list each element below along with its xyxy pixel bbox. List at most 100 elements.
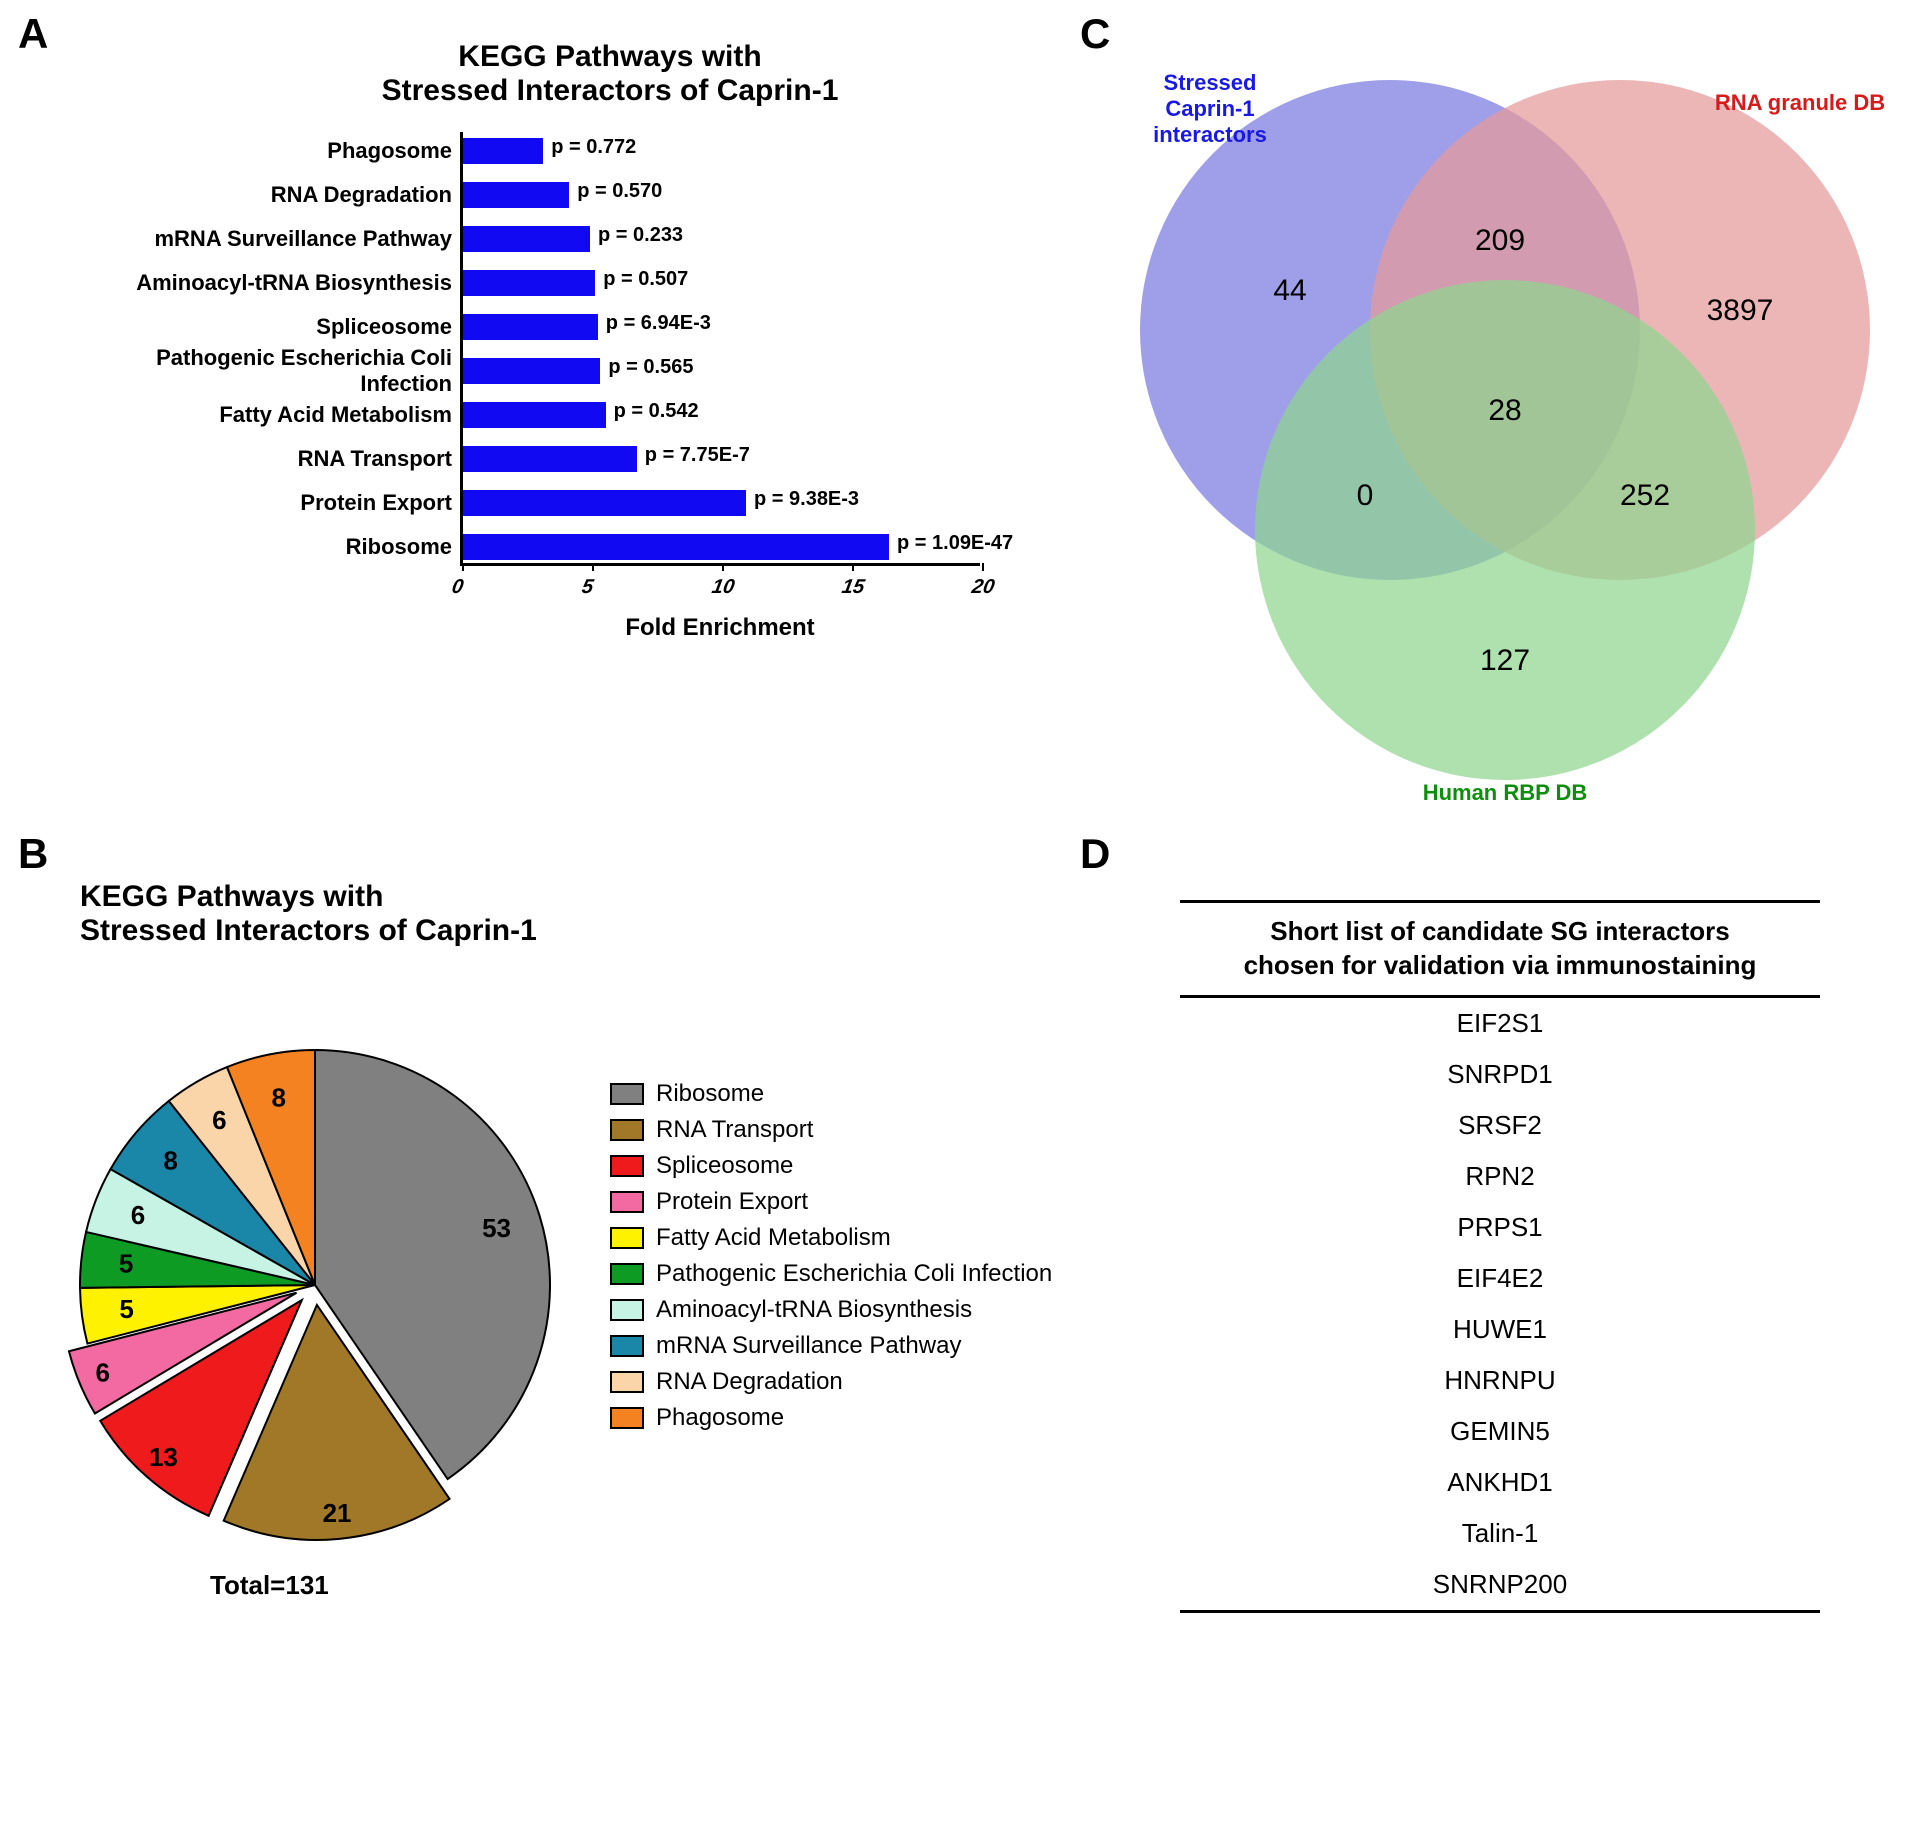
A-x-tick: 20: [970, 576, 996, 599]
A-p-value: p = 1.09E-47: [897, 532, 1013, 555]
A-bar: [460, 314, 598, 340]
C-num-Bonly: 3897: [1707, 294, 1774, 327]
B-slice-value: 6: [212, 1105, 226, 1135]
B-legend-swatch: [610, 1119, 644, 1141]
A-bar-chart: Phagosome p = 0.772 RNA Degradation p = 0.5…: [60, 132, 1040, 566]
B-legend-label: RNA Degradation: [656, 1368, 843, 1396]
C-num-AC: 0: [1357, 479, 1374, 512]
A-bar-row: mRNA Surveillance Pathway p = 0.233: [60, 220, 1040, 258]
C-label-C: Human RBP DB: [1423, 780, 1588, 805]
B-legend-item: Pathogenic Escherichia Coli Infection: [610, 1260, 1052, 1288]
D-row: SRSF2: [1180, 1100, 1820, 1151]
A-p-value: p = 7.75E-7: [645, 444, 750, 467]
B-legend-swatch: [610, 1227, 644, 1249]
C-num-AB: 209: [1475, 224, 1525, 257]
panel-C: StressedCaprin-1interactors RNA granule D…: [1100, 30, 1900, 810]
C-venn-svg: StressedCaprin-1interactors RNA granule D…: [1100, 30, 1900, 810]
A-bar-row: RNA Degradation p = 0.570: [60, 176, 1040, 214]
A-category-label: Fatty Acid Metabolism: [60, 402, 460, 428]
B-legend-item: Fatty Acid Metabolism: [610, 1224, 1052, 1252]
B-legend-swatch: [610, 1191, 644, 1213]
B-legend-swatch: [610, 1371, 644, 1393]
B-legend-swatch: [610, 1299, 644, 1321]
D-row: PRPS1: [1180, 1202, 1820, 1253]
A-title-1: KEGG Pathways with: [180, 40, 1040, 74]
panel-B: KEGG Pathways with Stressed Interactors …: [80, 880, 1060, 948]
D-row: GEMIN5: [1180, 1406, 1820, 1457]
A-category-label: Protein Export: [60, 490, 460, 516]
B-legend-item: Spliceosome: [610, 1152, 1052, 1180]
B-legend-item: mRNA Surveillance Pathway: [610, 1332, 1052, 1360]
D-row: EIF2S1: [1180, 998, 1820, 1049]
A-category-label: Aminoacyl-tRNA Biosynthesis: [60, 270, 460, 296]
A-p-value: p = 0.565: [608, 356, 693, 379]
B-legend-item: Aminoacyl-tRNA Biosynthesis: [610, 1296, 1052, 1324]
B-title-1: KEGG Pathways with: [80, 880, 1060, 914]
B-title-2: Stressed Interactors of Caprin-1: [80, 914, 1060, 948]
B-pie-svg: 5321136556868: [50, 1000, 580, 1560]
A-p-value: p = 0.233: [598, 224, 683, 247]
C-set-C: [1255, 280, 1755, 780]
B-slice-value: 13: [149, 1442, 178, 1472]
A-category-label: mRNA Surveillance Pathway: [60, 226, 460, 252]
A-bar: [460, 402, 606, 428]
A-bar: [460, 490, 746, 516]
B-legend-label: Ribosome: [656, 1080, 764, 1108]
A-category-label: Phagosome: [60, 138, 460, 164]
D-row: ANKHD1: [1180, 1457, 1820, 1508]
A-p-value: p = 0.542: [614, 400, 699, 423]
A-x-tick: 15: [840, 576, 866, 599]
B-legend-item: RNA Degradation: [610, 1368, 1052, 1396]
A-p-value: p = 0.507: [603, 268, 688, 291]
panel-D: Short list of candidate SG interactors c…: [1180, 900, 1820, 1613]
panel-label-A: A: [18, 10, 48, 58]
B-total: Total=131: [210, 1570, 329, 1601]
A-bar: [460, 182, 569, 208]
D-row: HUWE1: [1180, 1304, 1820, 1355]
A-bar: [460, 534, 889, 560]
panel-label-D: D: [1080, 830, 1110, 878]
B-slice-value: 8: [163, 1146, 177, 1176]
D-head-1: Short list of candidate SG interactors: [1270, 916, 1729, 946]
A-bar-row: Fatty Acid Metabolism p = 0.542: [60, 396, 1040, 434]
B-legend-label: Aminoacyl-tRNA Biosynthesis: [656, 1296, 972, 1324]
A-bar-row: Protein Exportp = 9.38E-3: [60, 484, 1040, 522]
D-row: HNRNPU: [1180, 1355, 1820, 1406]
B-legend-label: Phagosome: [656, 1404, 784, 1432]
B-legend-label: Fatty Acid Metabolism: [656, 1224, 891, 1252]
D-rows: EIF2S1SNRPD1SRSF2RPN2PRPS1EIF4E2HUWE1HNR…: [1180, 998, 1820, 1613]
C-label-B: RNA granule DB: [1715, 90, 1885, 115]
D-row: EIF4E2: [1180, 1253, 1820, 1304]
B-legend-swatch: [610, 1407, 644, 1429]
B-slice-value: 21: [323, 1498, 352, 1528]
A-bar-row: RNA Transportp = 7.75E-7: [60, 440, 1040, 478]
D-row: RPN2: [1180, 1151, 1820, 1202]
B-slice-value: 6: [96, 1358, 110, 1388]
B-slice-value: 8: [272, 1082, 286, 1112]
C-label-A: Caprin-1: [1165, 96, 1254, 121]
A-p-value: p = 6.94E-3: [606, 312, 711, 335]
panel-A: KEGG Pathways with Stressed Interactors …: [60, 40, 1040, 642]
C-label-A: interactors: [1153, 122, 1267, 147]
A-bar-row: Pathogenic Escherichia Coli Infectionp =…: [60, 352, 1040, 390]
D-head-2: chosen for validation via immunostaining: [1244, 950, 1757, 980]
A-bar: [460, 138, 543, 164]
A-category-label: RNA Degradation: [60, 182, 460, 208]
C-num-Conly: 127: [1480, 644, 1530, 677]
D-row: Talin-1: [1180, 1508, 1820, 1559]
A-category-label: Spliceosome: [60, 314, 460, 340]
A-axis-ticks: 05101520: [460, 572, 980, 608]
B-legend-swatch: [610, 1263, 644, 1285]
A-p-value: p = 0.570: [577, 180, 662, 203]
C-label-A: Stressed: [1164, 70, 1257, 95]
B-legend: RibosomeRNA TransportSpliceosomeProtein …: [610, 1080, 1052, 1440]
A-bar-row: Spliceosome p = 6.94E-3: [60, 308, 1040, 346]
A-p-value: p = 0.772: [551, 136, 636, 159]
A-bar-row: Phagosome p = 0.772: [60, 132, 1040, 170]
A-bar-row: Aminoacyl-tRNA Biosynthesis p = 0.507: [60, 264, 1040, 302]
A-category-label: Ribosome: [60, 534, 460, 560]
A-x-tick: 0: [450, 576, 465, 599]
B-legend-item: Ribosome: [610, 1080, 1052, 1108]
A-x-tick: 5: [580, 576, 595, 599]
panel-label-B: B: [18, 830, 48, 878]
